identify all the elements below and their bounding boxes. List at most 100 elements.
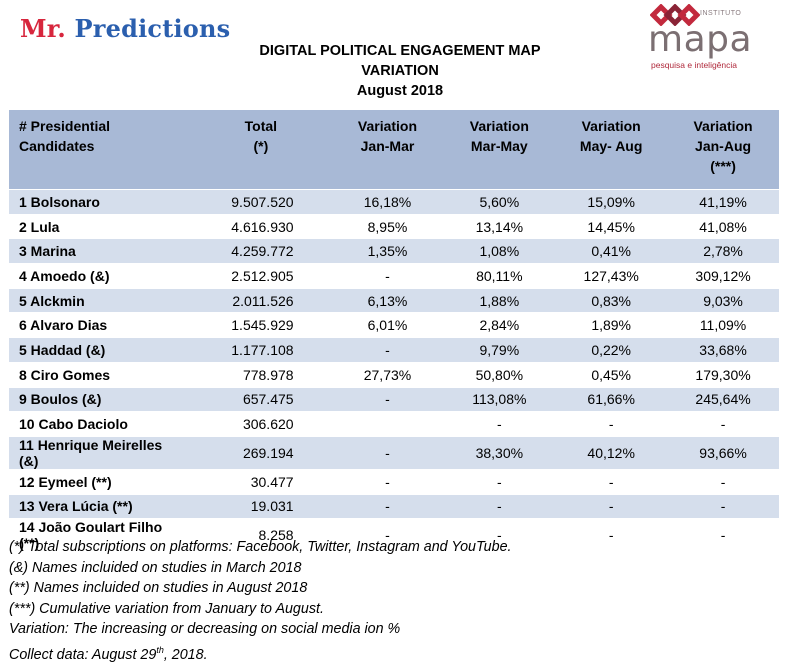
cell-mar-may: - <box>496 416 502 433</box>
header-text: (*) <box>253 138 269 154</box>
cell-total: 8.258 <box>258 527 294 544</box>
header-text: Candidates <box>19 138 95 154</box>
cell-may-aug: - <box>608 473 614 490</box>
cell-candidate: 9 Boulos (&) <box>19 391 102 408</box>
cell-candidate: 2 Lula <box>19 218 60 235</box>
header-text: Total <box>244 118 278 134</box>
cell-jan-aug: 309,12% <box>695 267 751 284</box>
table-row: 11 Henrique Meirelles (&) 269.194 - 38,30% 4… <box>9 436 779 470</box>
cell-total: 306.620 <box>242 416 294 433</box>
collect-suffix: , 2018. <box>163 646 208 663</box>
cell-jan-mar: - <box>385 341 390 358</box>
cell-jan-mar: 6,01% <box>367 317 408 334</box>
cell-jan-aug: 9,03% <box>703 292 743 309</box>
cell-jan-aug: 179,30% <box>695 366 751 383</box>
cell-candidate: 6 Alvaro Dias <box>19 317 108 334</box>
header-total: Total (*) <box>190 110 332 190</box>
cell-mar-may: 113,08% <box>472 391 527 408</box>
cell-jan-aug: 41,08% <box>699 218 747 235</box>
cell-may-aug: 40,12% <box>587 444 635 461</box>
cell-mar-may: 1,88% <box>479 292 520 309</box>
table-row: 4 Amoedo (&) 2.512.905 - 80,11% 127,43% 309,1… <box>9 263 779 289</box>
cell-candidate: 11 Henrique Meirelles (&) <box>19 436 163 469</box>
cell-jan-aug: 93,66% <box>699 444 747 461</box>
title-line-1: DIGITAL POLITICAL ENGAGEMENT MAP <box>259 43 541 59</box>
footnote-1: (*) Total subscriptions on platforms: Fa… <box>9 539 512 555</box>
cell-may-aug: - <box>608 416 614 433</box>
header-text: Mar-May <box>470 138 528 154</box>
footnote-2: (&) Names incluided on studies in March … <box>9 559 302 576</box>
cell-jan-mar: 1,35% <box>367 243 408 260</box>
table-header-row: # Presidential Candidates Total (*) Vari… <box>9 110 779 190</box>
cell-mar-may: 50,80% <box>475 366 524 383</box>
footnote-4: (***) Cumulative variation from January … <box>9 600 324 617</box>
title-line-3: August 2018 <box>356 83 444 99</box>
cell-candidate: 14 João Goulart Filho (**) <box>19 519 163 552</box>
brand-part-2: Predictions <box>74 14 231 43</box>
header-text: Variation <box>357 118 418 134</box>
header-text: Jan-Aug <box>695 138 752 154</box>
cell-candidate: 3 Marina <box>19 243 76 260</box>
header-text: Variation <box>469 118 529 134</box>
report-title: DIGITAL POLITICAL ENGAGEMENT MAP VARIATI… <box>210 41 590 101</box>
cell-candidate: 4 Amoedo (&) <box>19 267 110 284</box>
footnote-5: Variation: The increasing or decreasing … <box>9 621 401 638</box>
cell-jan-mar: - <box>385 498 390 515</box>
mapa-logo: INSTITUTO mapa pesquisa e inteligência <box>648 2 768 72</box>
table-row: 12 Eymeel (**) 30.477 - - - - <box>9 469 779 495</box>
logo-tagline: pesquisa e inteligência <box>651 60 738 70</box>
brand-part-1: Mr. <box>20 14 66 43</box>
cell-may-aug: 1,89% <box>591 317 632 334</box>
logo-institute: INSTITUTO <box>700 10 742 17</box>
collect-sup: th <box>156 644 164 655</box>
cell-mar-may: 5,60% <box>479 193 520 210</box>
header-candidates: # Presidential Candidates <box>9 110 191 190</box>
header-may-aug: Variation May- Aug <box>555 110 668 190</box>
cell-jan-mar: - <box>385 444 390 461</box>
cell-jan-mar: - <box>385 527 390 544</box>
header-jan-aug: Variation Jan-Aug (***) <box>667 110 779 190</box>
cell-candidate: 12 Eymeel (**) <box>19 473 112 490</box>
cell-jan-mar: - <box>385 267 390 284</box>
cell-may-aug: 14,45% <box>587 218 635 235</box>
cell-candidate: 10 Cabo Daciolo <box>19 416 128 433</box>
table-row: 3 Marina 4.259.772 1,35% 1,08% 0,41% 2,78% <box>9 238 779 264</box>
cell-candidate: 5 Haddad (&) <box>19 341 106 358</box>
cell-candidate: 13 Vera Lúcia (**) <box>19 498 133 515</box>
cell-jan-mar: 16,18% <box>363 193 412 210</box>
cell-jan-mar: - <box>385 391 390 408</box>
cell-mar-may: 9,79% <box>479 341 520 358</box>
cell-total: 4.259.772 <box>231 243 294 260</box>
table-row: 1 Bolsonaro 9.507.520 16,18% 5,60% 15,09% 41,… <box>9 189 779 215</box>
cell-total: 9.507.520 <box>231 193 294 210</box>
header-text: # Presidential <box>19 118 111 134</box>
cell-total: 1.545.929 <box>231 317 294 334</box>
cell-candidate: 8 Ciro Gomes <box>19 366 111 383</box>
cell-may-aug: 15,09% <box>587 193 635 210</box>
cell-jan-aug: - <box>720 498 726 515</box>
table-body: 1 Bolsonaro 9.507.520 16,18% 5,60% 15,09% 41,… <box>9 189 779 552</box>
cell-mar-may: - <box>496 527 502 544</box>
table-row: 2 Lula 4.616.930 8,95% 13,14% 14,45% 41,08% <box>9 214 779 239</box>
cell-jan-aug: 33,68% <box>699 341 747 358</box>
cell-jan-mar: 8,95% <box>367 218 408 235</box>
cell-total: 1.177.108 <box>231 341 294 358</box>
title-line-2: VARIATION <box>361 63 439 79</box>
table-row: 10 Cabo Daciolo 306.620 - - - <box>9 411 779 437</box>
cell-jan-mar <box>332 412 444 437</box>
cell-jan-mar: - <box>385 473 390 490</box>
collect-prefix: Collect data: August 29 <box>9 646 157 663</box>
cell-may-aug: 0,45% <box>591 366 632 383</box>
cell-mar-may: 13,14% <box>475 218 524 235</box>
header-mar-may: Variation Mar-May <box>443 110 556 190</box>
header-text: May- Aug <box>579 138 643 154</box>
cell-total: 269.194 <box>242 444 294 461</box>
cell-mar-may: - <box>496 498 502 515</box>
cell-jan-aug: 41,19% <box>699 193 747 210</box>
header-text: (***) <box>710 158 736 174</box>
cell-jan-aug: 11,09% <box>699 317 747 334</box>
cell-mar-may: 1,08% <box>479 243 520 260</box>
table-row: 13 Vera Lúcia (**) 19.031 - - - - <box>9 494 779 519</box>
cell-mar-may: 2,84% <box>479 317 520 334</box>
cell-may-aug: 0,41% <box>591 243 632 260</box>
